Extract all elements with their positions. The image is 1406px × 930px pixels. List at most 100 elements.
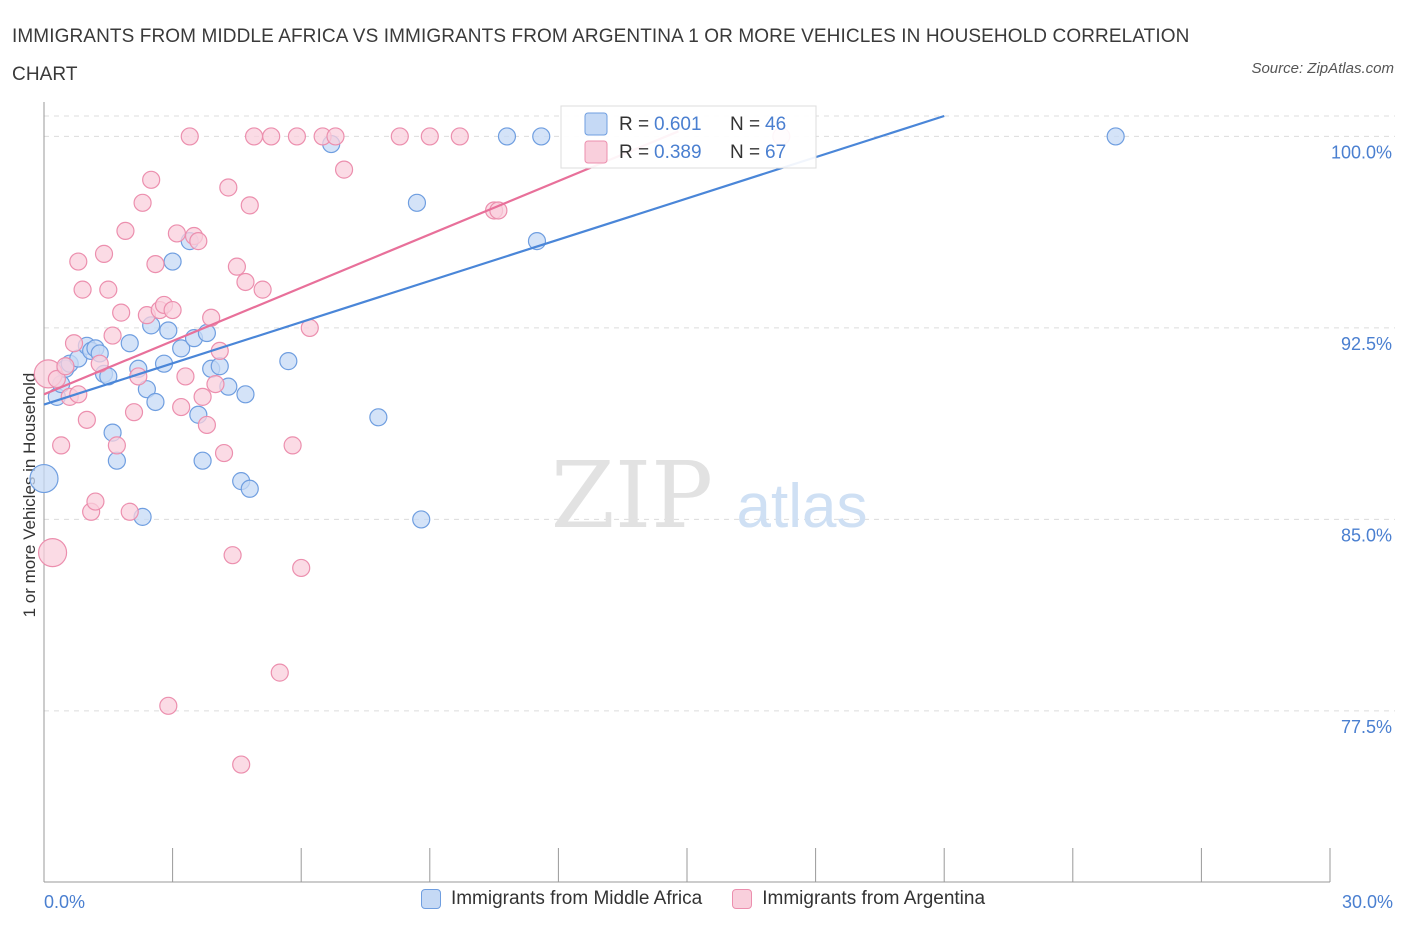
point-middle-africa xyxy=(1106,127,1125,146)
point-argentina xyxy=(69,252,88,271)
point-middle-africa xyxy=(193,451,212,470)
watermark: ZIP atlas xyxy=(551,442,868,549)
point-argentina xyxy=(73,280,92,299)
point-argentina xyxy=(253,280,272,299)
point-argentina xyxy=(197,415,216,435)
point-middle-africa xyxy=(279,352,298,371)
stats-r-value-2: 0.389 xyxy=(654,142,702,163)
point-argentina xyxy=(202,308,221,327)
stats-n-value-1: 46 xyxy=(765,114,786,135)
point-argentina xyxy=(450,127,469,146)
stats-swatch-pink xyxy=(584,140,608,164)
legend-item-middle-africa[interactable]: Immigrants from Middle Africa xyxy=(420,888,703,910)
point-argentina xyxy=(193,387,212,406)
point-argentina xyxy=(47,369,66,389)
point-argentina xyxy=(142,170,161,189)
point-argentina xyxy=(240,196,259,215)
legend-item-argentina[interactable]: Immigrants from Argentina xyxy=(732,888,985,910)
stats-legend: R = 0.601 N = 46 R = 0.389 N = 67 xyxy=(560,105,817,169)
stats-r-value-1: 0.601 xyxy=(654,114,702,135)
stats-swatch-blue xyxy=(584,112,608,136)
point-middle-africa xyxy=(240,479,259,498)
watermark-zip: ZIP xyxy=(551,442,713,549)
point-argentina xyxy=(124,403,144,422)
point-middle-africa xyxy=(120,334,139,353)
point-middle-africa xyxy=(163,252,182,271)
watermark-atlas: atlas xyxy=(737,472,868,541)
point-argentina xyxy=(99,280,118,299)
point-argentina xyxy=(112,303,131,322)
point-argentina xyxy=(94,244,114,263)
point-argentina xyxy=(390,127,409,146)
point-argentina xyxy=(287,127,307,146)
point-argentina xyxy=(176,367,195,386)
point-argentina xyxy=(292,558,311,578)
point-argentina xyxy=(37,538,68,568)
x-tick-label-max: 30.0% xyxy=(1342,892,1393,912)
point-argentina xyxy=(244,127,264,146)
point-argentina xyxy=(116,221,135,240)
point-middle-africa xyxy=(29,463,59,494)
stats-r-label-2: R = xyxy=(619,142,649,163)
stats-r-label-1: R = xyxy=(619,114,649,135)
point-middle-africa xyxy=(532,127,551,146)
point-middle-africa xyxy=(369,408,388,427)
legend-swatch-pink xyxy=(732,889,753,909)
point-argentina xyxy=(163,300,182,320)
legend-label-argentina: Immigrants from Argentina xyxy=(762,888,986,909)
point-argentina xyxy=(232,755,251,774)
point-argentina xyxy=(86,492,105,511)
y-tick-label: 92.5% xyxy=(1341,334,1392,354)
point-argentina xyxy=(326,127,345,146)
point-argentina xyxy=(167,224,186,243)
chart-title: IMMIGRANTS FROM MIDDLE AFRICA VS IMMIGRA… xyxy=(12,26,1190,85)
source-label: Source: ZipAtlas.com xyxy=(1251,60,1394,77)
y-tick-label: 85.0% xyxy=(1341,525,1392,545)
point-middle-africa xyxy=(412,510,431,529)
point-argentina xyxy=(103,326,122,345)
point-middle-africa xyxy=(107,451,126,470)
point-middle-africa xyxy=(159,321,178,340)
point-argentina xyxy=(56,357,75,376)
point-argentina xyxy=(107,436,126,455)
point-argentina xyxy=(180,127,199,146)
point-middle-africa xyxy=(146,392,165,412)
point-middle-africa xyxy=(172,339,191,358)
point-argentina xyxy=(52,436,71,455)
point-argentina xyxy=(206,375,225,394)
point-argentina xyxy=(172,397,191,417)
point-argentina xyxy=(283,436,302,455)
y-tick-label: 77.5% xyxy=(1341,717,1392,737)
point-argentina xyxy=(77,410,96,429)
point-middle-africa xyxy=(236,385,255,404)
point-middle-africa xyxy=(407,193,427,212)
legend-label-middle-africa: Immigrants from Middle Africa xyxy=(450,888,703,909)
point-middle-africa xyxy=(497,127,517,146)
legend-swatch-blue xyxy=(420,889,441,909)
stats-n-label-2: N = xyxy=(730,142,760,163)
y-tick-label: 100.0% xyxy=(1331,142,1392,162)
point-argentina xyxy=(159,696,178,715)
point-argentina xyxy=(262,127,281,146)
point-argentina xyxy=(236,272,255,292)
point-argentina xyxy=(223,546,242,565)
point-argentina xyxy=(334,160,354,179)
stats-n-value-2: 67 xyxy=(765,142,786,163)
point-argentina xyxy=(133,193,152,212)
point-argentina xyxy=(420,127,439,146)
data-points xyxy=(29,127,1125,774)
point-argentina xyxy=(120,502,139,521)
point-middle-africa xyxy=(137,380,156,399)
point-middle-africa xyxy=(210,357,229,376)
point-argentina xyxy=(227,257,246,276)
tick-labels: 77.5% 85.0% 92.5% 100.0% 0.0% 30.0% xyxy=(44,142,1393,912)
x-tick-label-min: 0.0% xyxy=(44,892,85,912)
trend-line-argentina xyxy=(43,130,679,396)
chart-legend: Immigrants from Middle Africa Immigrants… xyxy=(0,888,1406,910)
point-argentina xyxy=(219,178,238,197)
point-argentina xyxy=(64,334,84,353)
point-argentina xyxy=(214,443,234,463)
point-argentina xyxy=(146,254,165,274)
point-argentina xyxy=(270,663,289,682)
